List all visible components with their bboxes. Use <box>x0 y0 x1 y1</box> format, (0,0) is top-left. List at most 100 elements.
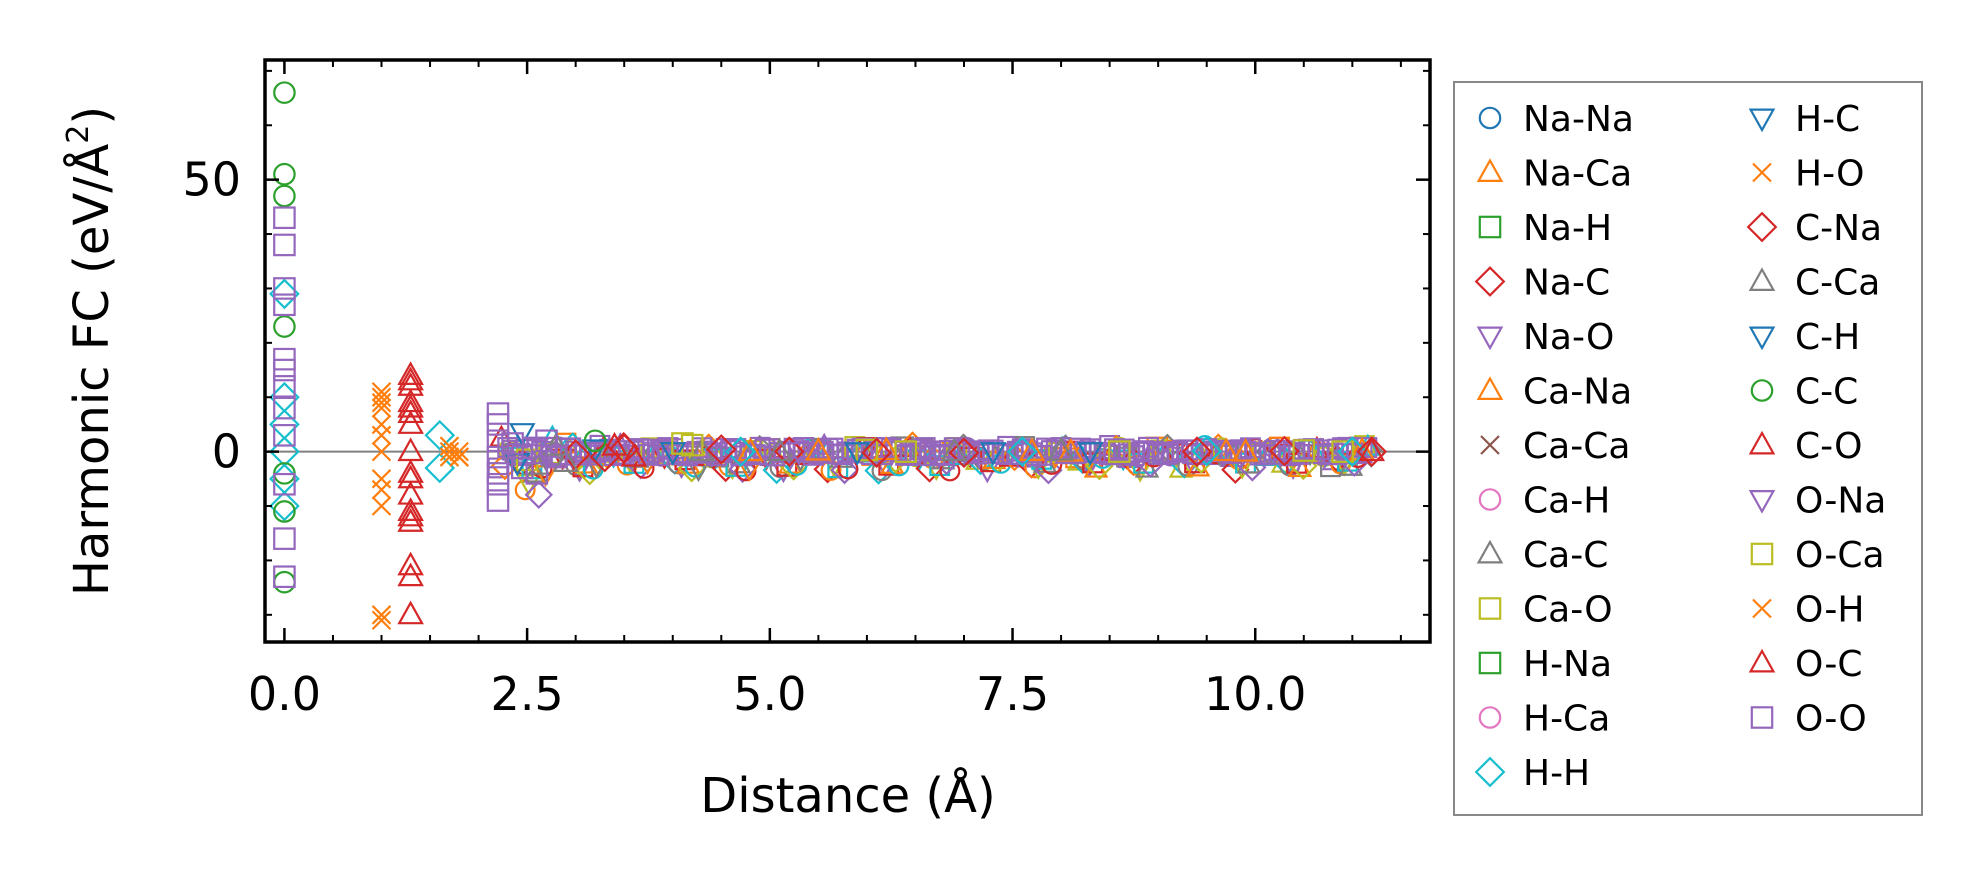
legend-label: O-H <box>1795 590 1864 631</box>
data-point <box>773 436 805 467</box>
legend-item: H-Ca <box>1478 699 1610 740</box>
series-c-na <box>589 434 1388 473</box>
legend-item: O-O <box>1750 699 1867 740</box>
series-o-o <box>273 206 568 589</box>
legend-label: H-Ca <box>1523 699 1610 740</box>
y-axis-title-superscript: 2 <box>61 125 96 144</box>
legend-item: O-C <box>1748 644 1862 685</box>
legend: Na-Na Na-Ca Na-H Na-C Na-O Ca-Na Ca-Ca Ca-H Ca-C… <box>1453 81 1923 816</box>
legend-label: Na-C <box>1523 263 1610 304</box>
data-point <box>941 437 968 462</box>
legend-item: O-H <box>1752 590 1864 631</box>
legend-marker <box>1474 266 1506 297</box>
data-point <box>273 293 296 317</box>
series-h-h <box>269 278 1368 522</box>
data-point <box>397 502 424 527</box>
legend-label: C-Na <box>1795 208 1882 249</box>
data-point <box>449 441 469 462</box>
legend-label: Na-H <box>1523 208 1612 249</box>
data-point <box>785 442 813 466</box>
legend-item: H-C <box>1748 99 1860 140</box>
data-point <box>1181 436 1213 467</box>
series-o-c <box>397 366 1386 527</box>
x-tick-label: 5.0 <box>733 667 806 721</box>
legend-item: Ca-Na <box>1476 372 1632 413</box>
data-point <box>671 432 694 455</box>
legend-marker <box>1750 379 1774 402</box>
legend-item: Na-C <box>1474 263 1610 304</box>
legend-marker <box>1748 490 1776 514</box>
data-point <box>583 429 607 453</box>
data-point <box>397 366 424 391</box>
data-point <box>1358 437 1386 462</box>
data-point <box>1108 440 1131 463</box>
data-point <box>805 436 832 461</box>
data-point <box>371 441 392 462</box>
data-point <box>1076 442 1104 466</box>
data-point <box>397 459 424 483</box>
data-point <box>589 441 621 473</box>
data-point <box>544 445 568 469</box>
legend-item: H-O <box>1752 154 1864 195</box>
legend-marker <box>1748 267 1776 291</box>
data-point <box>273 396 296 420</box>
legend-item: C-C <box>1750 372 1858 413</box>
data-point <box>581 439 609 464</box>
data-point <box>525 462 549 485</box>
legend-frame <box>1453 81 1923 816</box>
legend-item: C-Na <box>1746 208 1882 249</box>
series-ca-na <box>805 436 1259 462</box>
x-axis-title: Distance (Å) <box>700 767 995 824</box>
legend-item: C-O <box>1748 426 1862 467</box>
data-point <box>397 464 424 489</box>
data-point <box>552 448 580 473</box>
plot-markers <box>265 81 1430 631</box>
svg-text:Harmonic FC (eV/Å2): Harmonic FC (eV/Å2) <box>61 106 120 596</box>
legend-marker <box>1748 326 1776 351</box>
data-point <box>397 551 424 576</box>
data-point <box>486 472 510 496</box>
data-point <box>371 398 392 418</box>
legend-label: C-Ca <box>1795 263 1880 304</box>
data-point <box>273 565 296 589</box>
x-tick-label: 2.5 <box>491 667 564 721</box>
x-tick-label: 10.0 <box>1204 667 1306 721</box>
legend-label: H-Na <box>1523 644 1612 685</box>
series-c-c <box>273 81 607 594</box>
legend-label: C-O <box>1795 426 1862 467</box>
data-point <box>1292 439 1316 462</box>
data-point <box>449 447 469 467</box>
legend-marker <box>1746 211 1778 243</box>
data-point <box>1125 441 1153 466</box>
data-point <box>371 414 392 435</box>
data-point <box>273 570 296 594</box>
data-point <box>649 440 677 465</box>
data-point <box>620 442 648 467</box>
band-marker <box>864 456 893 485</box>
legend-item: H-H <box>1474 753 1590 794</box>
data-point <box>273 81 296 104</box>
band-marker <box>1185 454 1211 477</box>
legend-marker <box>1748 108 1776 133</box>
y-axis-title-close: ) <box>64 106 120 125</box>
legend-marker <box>1478 706 1502 729</box>
data-point <box>273 500 296 523</box>
series-h-o <box>371 387 469 625</box>
data-point <box>486 445 510 469</box>
legend-marker <box>1476 158 1504 182</box>
data-point <box>273 277 296 300</box>
data-point <box>737 437 764 462</box>
legend-marker <box>1750 706 1774 729</box>
data-point <box>371 392 392 413</box>
legend-marker <box>1478 597 1502 620</box>
legend-marker <box>1478 106 1502 130</box>
data-point <box>1232 437 1259 462</box>
legend-label: Ca-Na <box>1523 372 1632 413</box>
legend-item: Ca-H <box>1478 481 1610 522</box>
legend-marker <box>1478 651 1502 675</box>
legend-label: H-C <box>1795 99 1860 140</box>
legend-label: C-H <box>1795 317 1860 358</box>
y-axis-title: Harmonic FC (eV/Å2) <box>61 106 120 596</box>
legend-label: O-O <box>1795 699 1867 740</box>
